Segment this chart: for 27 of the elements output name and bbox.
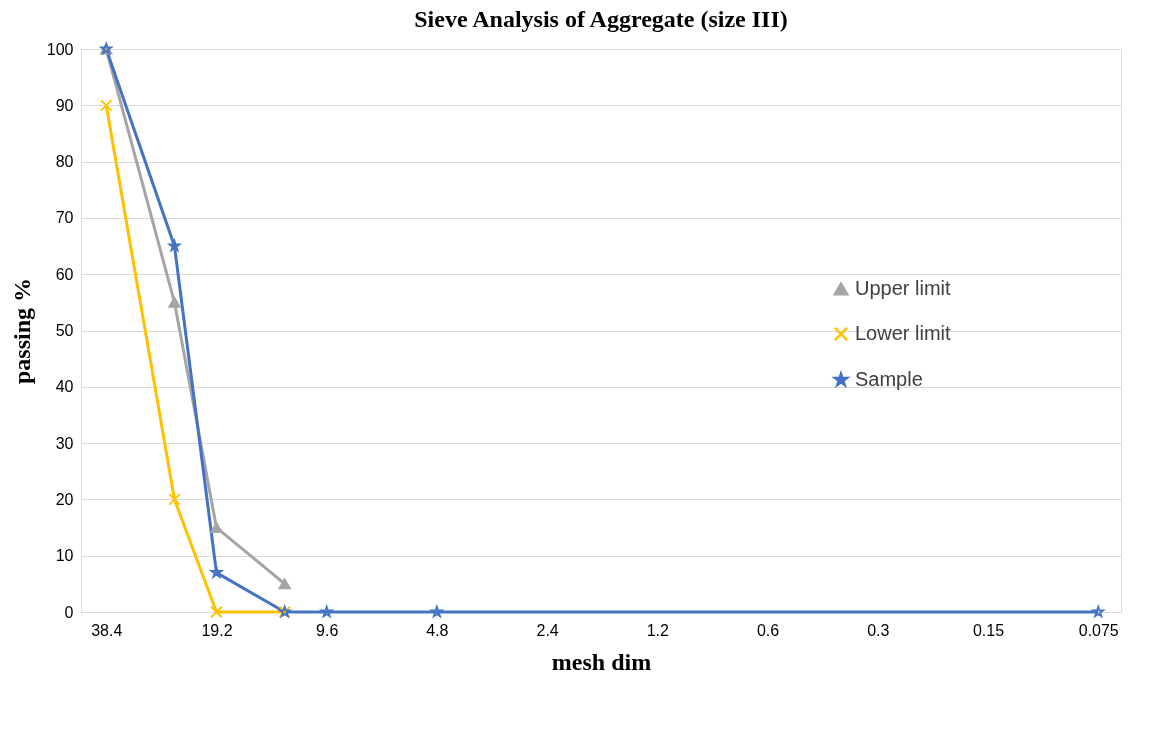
y-tick-label: 70 <box>55 209 74 227</box>
y-tick-label: 90 <box>55 96 74 114</box>
y-tick-label: 10 <box>55 547 74 565</box>
y-tick-label: 50 <box>55 322 74 339</box>
legend-label: Lower limit <box>855 322 952 344</box>
x-axis-title: mesh dim <box>551 648 652 675</box>
legend-label: Upper limit <box>855 277 952 299</box>
x-tick-label: 19.2 <box>201 621 233 639</box>
y-tick-label: 0 <box>64 603 74 621</box>
y-tick-label: 40 <box>55 378 74 396</box>
y-axis-title: passing % <box>8 277 35 385</box>
x-tick-label: 0.3 <box>867 621 890 639</box>
x-tick-label: 0.075 <box>1078 621 1119 639</box>
x-tick-label: 2.4 <box>536 621 559 639</box>
legend-label: Sample <box>855 368 923 390</box>
x-tick-label: 0.6 <box>756 621 780 639</box>
x-tick-label: 4.8 <box>426 621 449 639</box>
x-tick-label: 1.2 <box>646 621 670 639</box>
x-tick-label: 9.6 <box>316 621 339 639</box>
y-tick-label: 30 <box>55 434 74 452</box>
y-tick-label: 80 <box>55 153 74 171</box>
y-tick-label: 60 <box>55 265 74 283</box>
y-tick-label: 20 <box>55 490 74 508</box>
x-tick-label: 38.4 <box>91 621 123 639</box>
chart-title: Sieve Analysis of Aggregate (size III) <box>414 6 788 33</box>
x-tick-label: 0.15 <box>972 621 1005 639</box>
y-tick-label: 100 <box>46 40 74 58</box>
